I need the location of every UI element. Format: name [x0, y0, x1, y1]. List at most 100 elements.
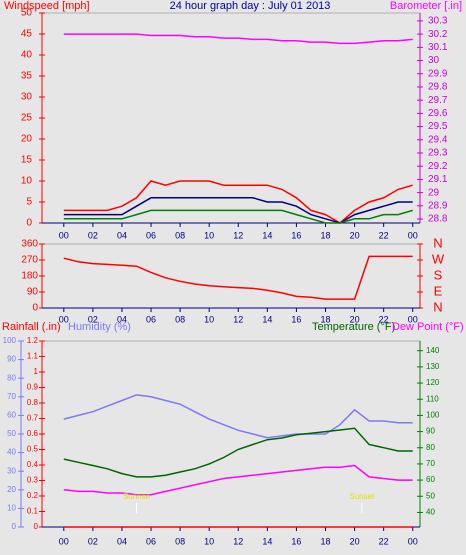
annotation: Sunset: [349, 492, 375, 501]
y-tick-label: 0.3: [27, 476, 39, 485]
y-tick-label: 90: [426, 427, 435, 436]
y-tick-label: 40: [426, 508, 435, 517]
x-tick-label: 02: [88, 314, 98, 324]
y-tick-label: 60: [426, 475, 435, 484]
y-tick-label: 10: [7, 504, 16, 513]
series-line: [63, 209, 413, 224]
y-tick-label: 30: [428, 55, 440, 66]
y-tick-label: 10: [21, 176, 33, 187]
y-tick-label: 30.3: [428, 16, 448, 27]
legend-label: Temperature (°F): [312, 321, 395, 333]
y-tick-label: 0.1: [27, 507, 39, 516]
y-tick-label: 1.2: [27, 336, 39, 345]
legend-label: Dew Point (°F): [392, 321, 464, 333]
legend-label: Rainfall (.in): [2, 321, 61, 333]
x-tick-label: 16: [291, 230, 301, 240]
y-tick-label: 90: [27, 287, 39, 298]
y-tick-label: 60: [7, 411, 16, 420]
y-tick-label: 70: [426, 459, 435, 468]
series-line: [63, 180, 413, 224]
series-line: [63, 464, 413, 496]
x-tick-label: 00: [59, 536, 69, 546]
x-tick-label: 16: [291, 536, 301, 546]
y-tick-label: N: [433, 299, 442, 314]
x-tick-label: 18: [320, 314, 330, 324]
y-tick-label: 40: [7, 448, 16, 457]
x-tick-label: 22: [379, 230, 389, 240]
series-line: [63, 255, 413, 300]
y-tick-label: 29.1: [428, 174, 448, 185]
y-tick-label: 50: [7, 429, 16, 438]
x-tick-label: 18: [320, 230, 330, 240]
y-tick-label: 5: [26, 197, 32, 208]
y-tick-label: 0.9: [27, 383, 39, 392]
y-tick-label: S: [434, 267, 443, 282]
y-tick-label: 29.9: [428, 68, 448, 79]
y-tick-label: 0.6: [27, 429, 39, 438]
x-tick-label: 04: [117, 230, 127, 240]
y-tick-label: 120: [426, 378, 440, 387]
y-tick-label: 100: [426, 411, 440, 420]
y-tick-label: 270: [21, 255, 38, 266]
y-tick-label: 29.2: [428, 161, 448, 172]
x-tick-label: 20: [350, 314, 360, 324]
series-line: [63, 427, 413, 478]
y-tick-label: 0: [32, 303, 38, 314]
x-tick-label: 00: [408, 536, 418, 546]
x-tick-label: 00: [59, 230, 69, 240]
x-tick-label: 08: [175, 536, 185, 546]
y-tick-label: 1: [34, 367, 39, 376]
y-tick-label: 30.1: [428, 42, 448, 53]
y-tick-label: 90: [7, 355, 16, 364]
x-tick-label: 14: [262, 314, 272, 324]
x-tick-label: 00: [408, 314, 418, 324]
y-tick-label: 35: [21, 71, 33, 82]
y-tick-label: 0.5: [27, 445, 39, 454]
y-tick-label: N: [433, 235, 442, 250]
y-tick-label: 30: [7, 466, 16, 475]
x-tick-label: 22: [379, 536, 389, 546]
x-tick-label: 18: [320, 536, 330, 546]
legend-label: Barometer [.in]: [390, 0, 462, 12]
x-tick-label: 12: [233, 536, 243, 546]
y-tick-label: 29.4: [428, 134, 448, 145]
x-tick-label: 20: [350, 230, 360, 240]
legend-label: Windspeed [mph]: [4, 0, 90, 12]
y-tick-label: 28.9: [428, 200, 448, 211]
x-tick-label: 10: [204, 536, 214, 546]
y-tick-label: 20: [7, 485, 16, 494]
x-tick-label: 06: [146, 230, 156, 240]
x-tick-label: 12: [233, 230, 243, 240]
x-tick-label: 02: [88, 230, 98, 240]
y-tick-label: 70: [7, 392, 16, 401]
x-tick-label: 20: [350, 536, 360, 546]
y-tick-label: 45: [21, 29, 33, 40]
y-tick-label: 50: [426, 491, 435, 500]
x-tick-label: 04: [117, 314, 127, 324]
x-tick-label: 16: [291, 314, 301, 324]
y-tick-label: 80: [7, 373, 16, 382]
x-tick-label: 06: [146, 314, 156, 324]
y-tick-label: 130: [426, 362, 440, 371]
series-line: [63, 197, 413, 224]
chart-title: 24 hour graph day : July 01 2013: [170, 0, 331, 12]
y-tick-label: 140: [426, 346, 440, 355]
y-tick-label: W: [432, 251, 445, 266]
y-tick-label: 25: [21, 113, 33, 124]
y-tick-label: 0.7: [27, 414, 39, 423]
y-tick-label: 29.5: [428, 121, 448, 132]
y-tick-label: 360: [21, 239, 38, 250]
y-tick-label: E: [434, 283, 443, 298]
x-tick-label: 00: [59, 314, 69, 324]
y-tick-label: 30: [21, 92, 33, 103]
x-tick-label: 12: [233, 314, 243, 324]
y-tick-label: 0.8: [27, 398, 39, 407]
y-tick-label: 29.7: [428, 95, 448, 106]
y-tick-label: 0.2: [27, 491, 39, 500]
y-tick-label: 29: [428, 187, 440, 198]
y-tick-label: 50: [21, 8, 33, 19]
y-tick-label: 0.4: [27, 460, 39, 469]
y-tick-label: 100: [3, 336, 17, 345]
x-tick-label: 14: [262, 230, 272, 240]
